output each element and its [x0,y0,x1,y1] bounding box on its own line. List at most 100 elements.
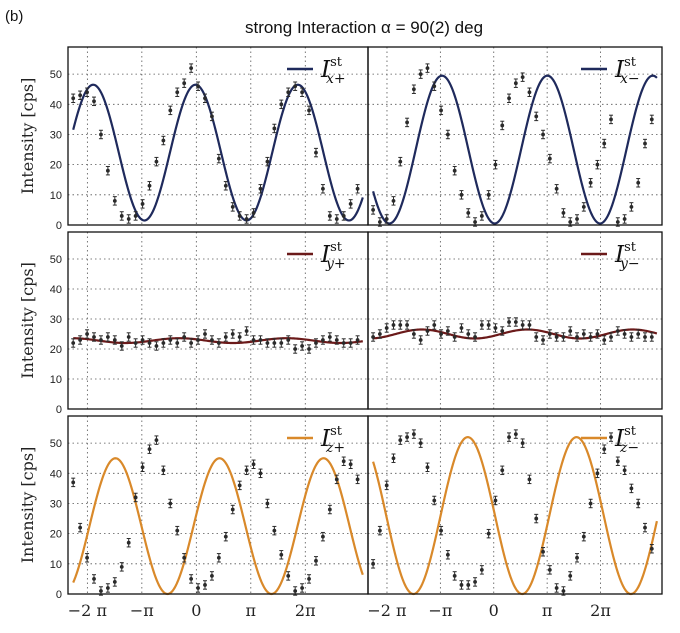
data-point [307,344,312,354]
data-point [168,335,173,345]
point-marker [92,335,96,339]
point-marker [500,123,505,128]
data-point [371,332,376,342]
data-point [547,329,552,339]
point-marker [112,338,117,342]
point-marker [244,217,249,221]
data-point [168,498,173,509]
point-marker [105,586,110,590]
point-marker [493,162,498,167]
point-marker [147,183,152,188]
data-point [119,562,124,572]
point-marker [615,459,620,464]
point-marker [636,501,641,506]
point-marker [479,567,484,572]
point-marker [300,344,305,348]
y-tick-label: 10 [50,374,62,386]
data-point [78,522,83,533]
point-marker [154,159,159,164]
data-point [507,93,512,104]
point-marker [439,108,443,113]
data-point [154,435,159,445]
point-marker [251,338,256,342]
data-point [425,462,430,473]
data-point [85,553,90,563]
data-point [258,184,263,194]
point-marker [547,567,552,572]
point-marker [384,217,389,221]
data-point [398,435,403,445]
point-marker [418,72,423,77]
point-marker [493,498,498,503]
data-point [643,138,648,149]
legend-label: Ist z− [614,424,639,456]
point-marker [71,480,76,485]
y-tick-label: 40 [50,99,62,111]
point-marker [251,462,256,467]
point-marker [196,338,200,342]
data-point [615,326,620,336]
data-point [473,332,478,342]
chart-panel-bottom-right: −2 π −π 0 π 2π Ist z− [367,415,663,620]
data-point [629,202,634,212]
point-marker [452,335,457,339]
data-point [405,117,410,128]
data-point [327,332,332,342]
point-marker [140,465,145,470]
y-tick-label: 20 [50,344,62,356]
data-point [445,326,450,336]
y-tick-label: 10 [50,190,62,202]
point-marker [561,211,566,215]
chart-panel-top-left: 0 10 20 30 40 50 Intensity [cps] Ist x+ [18,46,369,232]
point-marker [615,220,620,224]
point-marker [258,338,263,342]
data-point [196,583,201,593]
point-marker [327,214,332,218]
point-marker [99,132,103,137]
data-point [133,338,138,348]
data-point [541,129,546,140]
x-tick-label: 2π [295,601,316,620]
point-marker [568,220,573,224]
y-tick-label: 50 [50,254,62,266]
data-point [473,577,478,587]
x-tick-label: −2 π [367,601,406,620]
data-point [466,329,471,339]
data-point [244,326,249,336]
point-marker [286,573,291,578]
data-point [439,525,444,536]
point-marker [581,204,586,209]
y-axis-label: Intensity [cps] [18,78,37,195]
data-point [355,335,360,345]
data-point [71,477,76,488]
point-marker [126,335,131,339]
fit-curve [72,457,364,596]
data-point [223,332,228,342]
point-marker [554,335,559,339]
data-point [636,329,641,339]
point-marker [341,459,346,464]
point-marker [534,516,539,521]
data-point [334,214,339,224]
plot-frame [367,415,663,595]
data-point [286,335,291,345]
point-marker [520,323,525,327]
point-marker [581,534,586,539]
y-tick-label: 0 [56,589,62,601]
point-marker [602,338,607,342]
data-point [307,105,312,116]
data-point [432,81,437,91]
data-point [466,208,471,218]
x-tick-label: π [542,601,553,620]
data-point [486,320,491,330]
data-point [334,335,339,345]
data-point [541,335,546,345]
point-marker [147,341,152,345]
point-marker [377,528,382,533]
point-marker [161,138,166,143]
data-point [209,111,214,122]
point-marker [147,447,152,452]
point-marker [643,141,647,146]
data-point [189,338,194,348]
point-marker [411,87,416,92]
